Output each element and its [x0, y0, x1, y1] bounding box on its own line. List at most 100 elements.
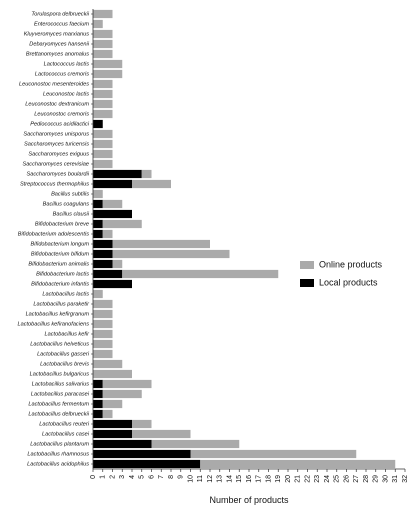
category-label: Kluyveromyces marxianus	[24, 31, 89, 37]
x-tick-label: 15	[236, 475, 243, 483]
category-label: Saccharomyces exiguus	[28, 151, 89, 157]
category-label: Bacillus coagulans	[43, 201, 90, 207]
bar-online	[93, 39, 113, 49]
category-label: Lactobacillus gasseri	[37, 351, 90, 357]
category-label: Lactobacillus delbrueckii	[28, 411, 89, 417]
category-label: Saccharomyces unisporus	[23, 131, 89, 137]
legend-swatch	[300, 279, 314, 287]
bar-local	[93, 449, 191, 459]
x-tick-label: 5	[139, 475, 146, 479]
category-label: Pediococcus acidilactici	[30, 121, 90, 127]
category-label: Saccharomyces boulardii	[27, 171, 90, 177]
bar-local	[93, 439, 152, 449]
category-label: Leuconostoc mesenteroides	[19, 81, 89, 87]
bar-online	[102, 399, 123, 409]
bar-online	[102, 229, 113, 239]
x-axis-title: Number of products	[209, 495, 289, 505]
bar-online	[93, 129, 113, 139]
bar-local	[93, 429, 132, 439]
bar-online	[93, 49, 113, 59]
bar-local	[93, 399, 103, 409]
x-tick-label: 28	[363, 475, 370, 483]
bar-local	[93, 199, 103, 209]
bar-online	[93, 149, 113, 159]
x-tick-label: 17	[256, 475, 263, 483]
bar-online	[132, 179, 171, 189]
x-tick-label: 29	[373, 475, 380, 483]
bar-online	[93, 349, 113, 359]
category-label: Bifidobacterium breve	[35, 221, 89, 227]
x-tick-label: 6	[148, 475, 155, 479]
bar-online	[93, 369, 132, 379]
x-tick-label: 25	[334, 475, 341, 483]
category-label: Lactobacillus bulgaricus	[30, 371, 90, 377]
x-tick-label: 3	[119, 475, 126, 479]
x-tick-label: 4	[129, 475, 136, 479]
x-tick-label: 24	[324, 475, 331, 483]
category-label: Bifidobacterium adolescentis	[18, 231, 89, 237]
category-label: Bifidobacterium animalis	[28, 261, 89, 267]
x-tick-label: 10	[187, 475, 194, 483]
x-tick-label: 26	[343, 475, 350, 483]
bar-online	[93, 79, 113, 89]
bar-online	[102, 219, 142, 229]
category-label: Lactococcus cremoris	[35, 71, 89, 77]
bar-online	[112, 239, 210, 249]
category-label: Streptococcus thermophilus	[20, 181, 89, 187]
category-label: Bifidobacterium infantis	[31, 281, 89, 287]
category-label: Leuconostoc cremoris	[34, 111, 89, 117]
bar-online	[132, 419, 152, 429]
category-label: Lactobacillus plantarum	[30, 441, 89, 447]
bars	[93, 9, 396, 469]
bar-local	[93, 259, 113, 269]
bar-online	[190, 449, 357, 459]
bar-local	[93, 249, 113, 259]
x-tick-label: 22	[304, 475, 311, 483]
bar-online	[93, 139, 113, 149]
category-label: Enterococcus faecium	[34, 21, 89, 27]
x-tick-label: 12	[207, 475, 214, 483]
bar-online	[93, 309, 113, 319]
legend-label: Online products	[319, 259, 383, 269]
bar-local	[93, 269, 123, 279]
bar-local	[93, 119, 103, 129]
x-tick-label: 20	[285, 475, 292, 483]
category-label: Lactobacillus kefirgranum	[26, 311, 90, 317]
category-labels: Torulaspora delbrueckii Enterococcus faec…	[17, 11, 90, 467]
x-tick-label: 30	[382, 475, 389, 483]
category-label: Lactobacillus kefiranofaciens	[17, 321, 89, 327]
category-label: Bifidobacterium bifidum	[31, 251, 89, 257]
bar-local	[93, 279, 132, 289]
x-tick-label: 19	[275, 475, 282, 483]
bar-online	[112, 259, 123, 269]
bar-online	[93, 109, 113, 119]
bar-online	[200, 459, 396, 469]
bar-local	[93, 219, 103, 229]
bar-online	[102, 409, 113, 419]
legend-swatch	[300, 261, 314, 269]
bar-local	[93, 179, 132, 189]
bar-online	[93, 299, 113, 309]
bar-online	[151, 439, 240, 449]
category-label: Lactobacillus paraketir	[33, 301, 90, 307]
bar-online	[93, 99, 113, 109]
category-label: Lactobacillus salivarius	[32, 381, 89, 387]
x-tick-label: 7	[158, 475, 165, 479]
category-label: Saccharomyces turicensis	[24, 141, 89, 147]
category-label: Bacillus clausii	[53, 211, 90, 217]
category-label: Lactobacillus fermentum	[28, 401, 89, 407]
bar-online	[102, 389, 142, 399]
bar-online	[132, 429, 191, 439]
x-tick-label: 23	[314, 475, 321, 483]
x-tick-label: 8	[168, 475, 175, 479]
bar-online	[93, 359, 123, 369]
x-axis: 0 1 2 3 4 5 6 7 8 9 10 11 12 13 14 15 16 17 18 19 20 21 22 23 24…	[90, 9, 409, 483]
category-label: Lactococcus lactis	[44, 61, 90, 67]
x-tick-label: 32	[402, 475, 409, 483]
bar-online	[122, 269, 279, 279]
category-label: Bifidobacterium longum	[31, 241, 90, 247]
bar-online	[93, 289, 103, 299]
bar-local	[93, 459, 201, 469]
x-tick-label: 16	[246, 475, 253, 483]
category-label: Leuconostoc lactis	[43, 91, 89, 97]
